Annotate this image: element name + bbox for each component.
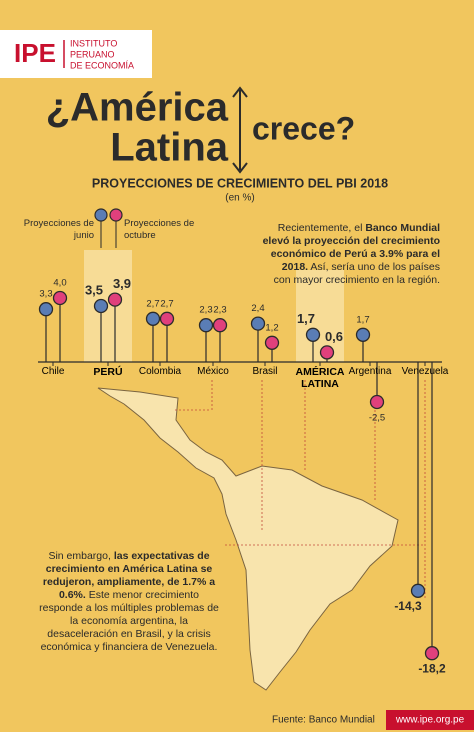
dot [410, 583, 426, 598]
dot [93, 298, 109, 314]
value-label: 2,7 [146, 298, 159, 309]
value-label: 0,6 [325, 329, 343, 344]
value-label: -18,2 [418, 661, 446, 675]
dot [198, 318, 214, 333]
value-label: 2,3 [213, 305, 226, 316]
logo-line: PERUANO [70, 49, 115, 59]
note-bottom: Sin embargo, las expectativas de crecimi… [38, 550, 220, 654]
category-label: PERÚ [93, 366, 123, 378]
note-text: Este menor crecimiento responde a los mú… [39, 589, 219, 653]
note-text: Sin embargo, [48, 550, 114, 562]
note-top: Recientemente, el Banco Mundial elevó la… [262, 222, 440, 287]
category-label: Argentina [348, 366, 392, 377]
value-label: -14,3 [394, 599, 422, 613]
value-label: 1,7 [356, 314, 369, 325]
value-label: 3,5 [85, 282, 103, 297]
value-label: 2,4 [251, 303, 264, 314]
logo-line: DE ECONOMÍA [70, 60, 134, 70]
url-box [386, 710, 474, 730]
note-text: las expectativas de crecimiento en Améri… [42, 550, 216, 601]
headline: Latina [110, 126, 229, 170]
value-label: 3,9 [113, 276, 131, 291]
dot [319, 345, 335, 360]
legend-label: Proyecciones de octubre [124, 218, 195, 241]
value-label: 1,7 [297, 311, 315, 326]
dot [355, 327, 371, 342]
logo: IPE [14, 38, 56, 68]
highlight [296, 270, 344, 362]
chart-subtitle: (en %) [225, 193, 254, 204]
value-label: 2,3 [199, 305, 212, 316]
chart-title: PROYECCIONES DE CRECIMIENTO DEL PBI 2018 [92, 176, 388, 190]
value-label: -2,5 [369, 413, 385, 424]
headline: crece? [252, 110, 355, 146]
dot [424, 646, 440, 661]
category-label: AMÉRICA LATINA [295, 366, 345, 390]
map [97, 387, 399, 691]
headline: ¿América [46, 86, 229, 130]
legend-dot [109, 208, 123, 222]
dot [38, 302, 54, 317]
source: Fuente: Banco Mundial [272, 715, 375, 726]
dot [107, 292, 123, 307]
value-label: 3,3 [39, 289, 52, 300]
dot [159, 311, 175, 326]
logo-box [0, 30, 152, 78]
dot [264, 335, 280, 350]
logo-line: INSTITUTO [70, 38, 117, 48]
legend-label: Proyecciones de junio [23, 218, 94, 241]
note-text: Banco Mundial elevó la proyección del cr… [262, 222, 440, 273]
arrow-heads [232, 86, 248, 174]
dot [369, 394, 385, 410]
dot [305, 327, 321, 342]
note-text: Así, sería uno de los países con mayor c… [273, 261, 440, 286]
leader-lines [175, 380, 426, 600]
value-label: 2,7 [160, 298, 173, 309]
dot [145, 311, 161, 326]
category-label: Chile [41, 366, 65, 377]
legend-dot [94, 208, 108, 222]
url: www.ipe.org.pe [395, 715, 465, 726]
category-label: Colombia [138, 366, 182, 377]
dot [250, 316, 266, 331]
dot [52, 290, 68, 306]
value-label: 1,2 [265, 322, 278, 333]
value-label: 4,0 [53, 278, 66, 289]
category-label: México [197, 366, 229, 377]
dot [212, 318, 228, 333]
note-text: Recientemente, el [277, 222, 366, 234]
category-label: Venezuela [401, 366, 449, 377]
category-label: Brasil [252, 366, 278, 377]
